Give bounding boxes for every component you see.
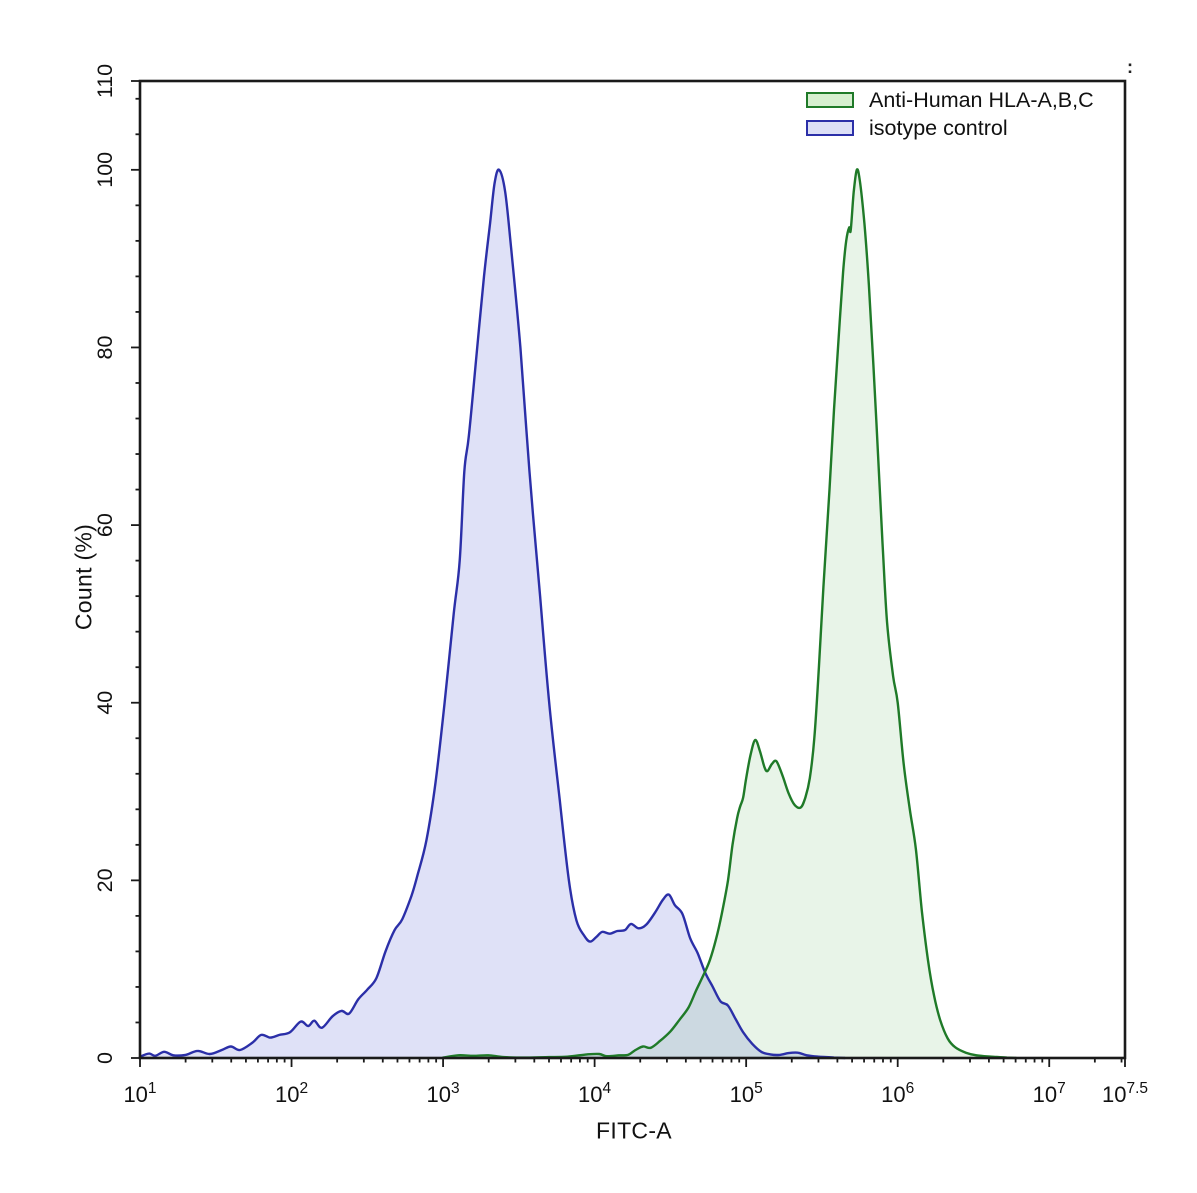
x-axis-ticks: [139, 1058, 1126, 1067]
svg-text:102: 102: [275, 1080, 308, 1107]
plot-frame: [138, 79, 1127, 1060]
svg-text:100: 100: [93, 152, 117, 188]
legend: Anti-Human HLA-A,B,C isotype control: [806, 88, 1094, 140]
svg-text:40: 40: [93, 691, 117, 715]
y-axis-ticks: [131, 80, 140, 1059]
line-isotype-control: [138, 168, 846, 1060]
svg-text:106: 106: [881, 1080, 914, 1107]
legend-item-isotype: isotype control: [806, 116, 1094, 140]
svg-text:105: 105: [730, 1080, 763, 1107]
legend-label-anti-hla: Anti-Human HLA-A,B,C: [869, 87, 1094, 112]
x-axis-title: FITC-A: [596, 1117, 672, 1144]
y-axis-title: Count (%): [70, 523, 97, 631]
area-anti-human-hla-a-b-c: [443, 169, 1016, 1058]
x-axis-tick-labels: 101 102 103 104 105 106 107 107.5: [123, 1080, 1148, 1107]
legend-swatch-isotype: [806, 120, 854, 136]
svg-text:0: 0: [93, 1052, 117, 1064]
series-fills: [140, 169, 1016, 1058]
svg-text:20: 20: [93, 868, 117, 892]
line-anti-human-hla-a-b-c: [441, 168, 1018, 1060]
svg-text:103: 103: [427, 1080, 460, 1107]
y-axis-tick-labels: 0 20 40 60 80 100 110: [93, 64, 117, 1064]
area-isotype-control: [140, 169, 845, 1058]
svg-text:110: 110: [93, 64, 117, 98]
series-lines: [138, 168, 1018, 1060]
legend-swatch-anti-hla: [806, 92, 854, 108]
svg-text:104: 104: [578, 1080, 611, 1107]
svg-text:107: 107: [1033, 1080, 1066, 1107]
svg-text:80: 80: [93, 336, 117, 360]
svg-text:60: 60: [93, 513, 117, 537]
svg-text:107.5: 107.5: [1102, 1080, 1148, 1107]
legend-label-isotype: isotype control: [869, 115, 1008, 140]
corner-artifact-mark: :: [1127, 57, 1133, 77]
svg-text:101: 101: [123, 1080, 156, 1107]
legend-item-anti-hla: Anti-Human HLA-A,B,C: [806, 88, 1094, 112]
